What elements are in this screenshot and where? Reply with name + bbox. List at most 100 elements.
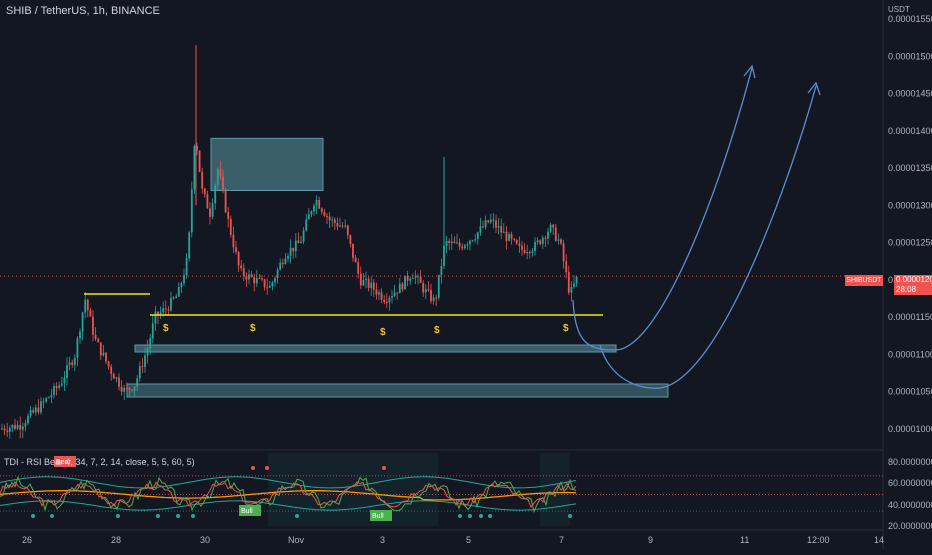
- candle-body: [505, 231, 508, 241]
- candle-body: [229, 218, 232, 235]
- candle-body: [528, 252, 531, 254]
- tdi-indicator: Bear Bull Bull 80.00000000 60.00000000 40.000…: [0, 453, 932, 531]
- bull-dot: [176, 514, 180, 518]
- y-tick-label: 0.00001350: [888, 163, 932, 173]
- candle-body: [193, 146, 196, 190]
- candle-body: [357, 262, 360, 274]
- candle-body: [422, 283, 425, 293]
- candle-body: [279, 262, 282, 270]
- candle-body: [162, 308, 165, 313]
- candle-body: [253, 277, 256, 284]
- candle-body: [385, 302, 388, 304]
- dollar-marker: $: [380, 327, 386, 338]
- dollar-marker: $: [163, 323, 169, 334]
- candle-body: [310, 211, 313, 215]
- candle-body: [92, 316, 94, 335]
- candle-body: [401, 283, 404, 290]
- candle-body: [219, 169, 222, 177]
- candle-body: [300, 241, 302, 244]
- candle-body: [245, 276, 248, 280]
- candle-body: [365, 278, 367, 280]
- candle-body: [552, 224, 555, 228]
- candle-body: [164, 308, 167, 310]
- upper-band: [0, 476, 577, 489]
- candle-body: [557, 239, 560, 241]
- x-tick-label: 11: [740, 535, 749, 545]
- candle-body: [466, 244, 469, 246]
- candle-body: [515, 239, 518, 244]
- indicator-y-tick: 40.00000000: [888, 500, 932, 510]
- candle-body: [549, 224, 552, 232]
- candle-body: [289, 247, 292, 256]
- candle-body: [24, 423, 27, 427]
- candle-body: [430, 289, 432, 302]
- candle-body: [232, 234, 235, 248]
- candle-body: [1, 428, 3, 430]
- candle-body: [107, 361, 110, 367]
- candle-body: [216, 169, 219, 186]
- candle-body: [562, 243, 565, 262]
- candle-body: [333, 219, 336, 224]
- candle-body: [484, 220, 487, 228]
- candle-body: [120, 386, 123, 392]
- candle-body: [500, 226, 503, 233]
- candle-body: [255, 278, 258, 284]
- candle-body: [50, 394, 53, 398]
- candle-body: [19, 424, 22, 430]
- candle-body: [136, 378, 139, 387]
- candle-body: [185, 258, 188, 276]
- candle-body: [235, 247, 237, 253]
- candle-body: [531, 250, 534, 253]
- candle-body: [203, 188, 206, 195]
- candle-body: [380, 292, 383, 300]
- bull-dot: [191, 514, 195, 518]
- candle-body: [526, 252, 529, 254]
- y-tick-label: 0.00001050: [888, 387, 932, 397]
- candle-body: [349, 235, 352, 244]
- candle-body: [76, 338, 79, 358]
- indicator-y-tick: 20.00000000: [888, 521, 932, 531]
- candle-body: [388, 297, 391, 303]
- candle-body: [414, 276, 417, 278]
- candle-body: [513, 238, 516, 240]
- candle-body: [16, 424, 19, 429]
- candle-body: [534, 242, 536, 251]
- x-tick-label: 5: [466, 535, 471, 545]
- candle-body: [339, 225, 341, 227]
- support-zone-2: [126, 383, 669, 398]
- indicator-y-tick: 80.00000000: [888, 457, 932, 467]
- candle-body: [424, 289, 427, 293]
- candle-body: [227, 212, 230, 219]
- candle-body: [97, 338, 100, 343]
- candle-body: [541, 237, 544, 244]
- candle-body: [141, 366, 144, 368]
- candle-body: [378, 292, 380, 295]
- candle-body: [417, 276, 419, 278]
- candle-body: [393, 292, 396, 296]
- candle-body: [206, 194, 209, 209]
- candle-body: [482, 226, 484, 228]
- candle-body: [63, 377, 66, 384]
- candle-body: [159, 312, 162, 316]
- candle-body: [284, 258, 287, 264]
- candle-body: [198, 150, 201, 172]
- indicator-highlight: [268, 453, 438, 526]
- y-tick-label: 0.00001000: [888, 424, 932, 434]
- candle-body: [489, 219, 492, 223]
- candle-body: [547, 231, 549, 239]
- candle-body: [242, 268, 245, 277]
- candle-body: [149, 338, 152, 349]
- y-tick-label: 0.00001500: [888, 51, 932, 61]
- candle-body: [305, 219, 308, 231]
- candle-body: [133, 386, 136, 391]
- candle-body: [118, 377, 120, 387]
- candle-body: [250, 274, 253, 278]
- candle-body: [521, 245, 523, 250]
- candle-body: [183, 275, 185, 284]
- candle-body: [115, 377, 118, 379]
- candle-body: [84, 299, 87, 313]
- candle-body: [315, 199, 318, 206]
- lower-band: [0, 500, 577, 511]
